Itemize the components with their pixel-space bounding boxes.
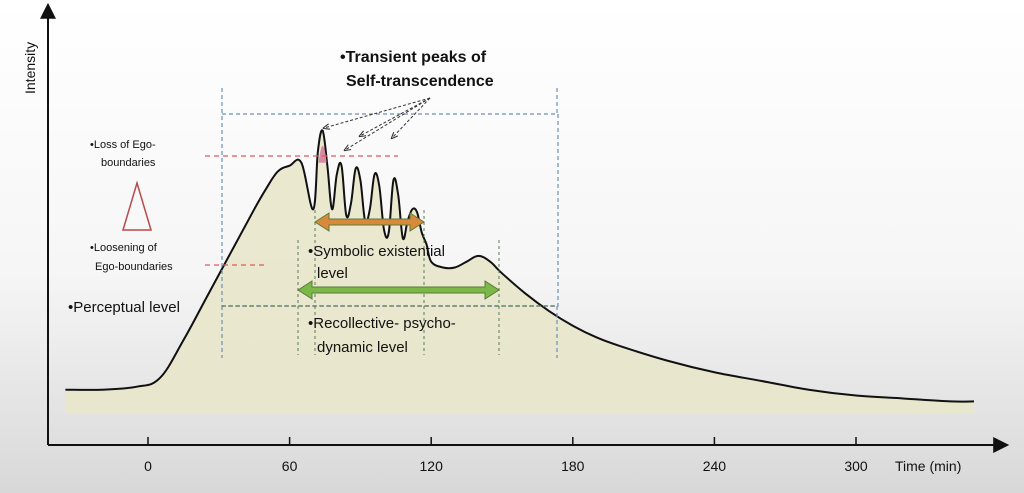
peak-highlight (318, 145, 327, 163)
guide-lines (205, 88, 559, 358)
loosening-ego-line2: Ego-boundaries (95, 261, 173, 273)
loss-ego-line2: boundaries (101, 157, 156, 169)
recollective-level-line1: •Recollective- psycho- (308, 315, 456, 332)
intensity-curve (65, 129, 975, 403)
symbolic-level-line2: level (317, 265, 348, 282)
x-tick-label: 60 (282, 458, 298, 474)
perceptual-level-label: •Perceptual level (68, 299, 180, 316)
peak-pointer (392, 97, 431, 138)
peak-pointer (360, 97, 431, 136)
symbolic-range-arrow (314, 212, 425, 232)
x-axis-title: Time (min) (895, 458, 961, 474)
x-tick-label: 180 (561, 458, 585, 474)
y-axis-title: Intensity (22, 42, 38, 94)
peaks-title-line2: Self-transcendence (346, 73, 494, 90)
x-ticks: 0 60 120 180 240 300 (144, 437, 868, 474)
peak-pointer-arrows (324, 97, 431, 150)
x-tick-label: 300 (844, 458, 868, 474)
x-tick-label: 0 (144, 458, 152, 474)
symbolic-level-line1: •Symbolic existential (308, 243, 445, 260)
x-tick-label: 120 (420, 458, 444, 474)
intensity-triangle-icon (121, 180, 153, 231)
x-tick-label: 240 (703, 458, 727, 474)
recollective-level-line2: dynamic level (317, 339, 408, 356)
loosening-ego-line1: •Loosening of (90, 242, 158, 254)
area-fill (65, 130, 974, 413)
loss-ego-line1: •Loss of Ego- (90, 139, 156, 151)
level-arrows (297, 212, 500, 300)
recollective-range-arrow (297, 280, 500, 300)
peak-pointer (324, 97, 431, 128)
peaks-title-line1: •Transient peaks of (340, 49, 487, 66)
peak-pointer (345, 97, 431, 150)
